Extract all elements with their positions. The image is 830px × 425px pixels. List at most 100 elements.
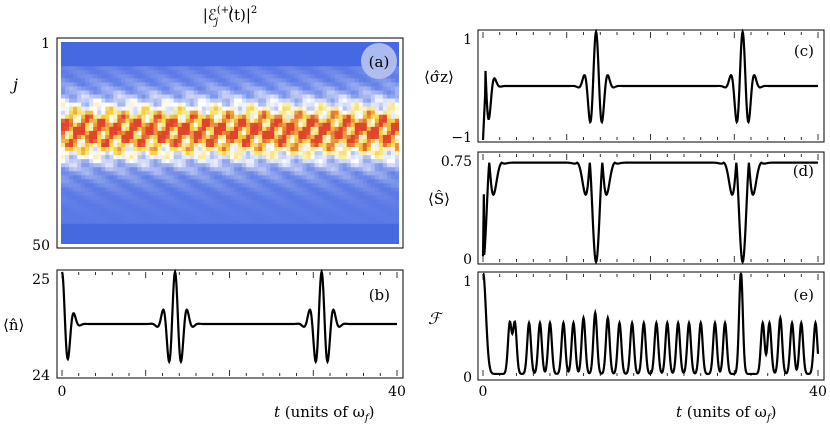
heatmap-cell [153, 86, 159, 92]
heatmap-cell [117, 171, 122, 176]
heatmap-cell [117, 122, 122, 128]
panel-c-series-line [481, 28, 818, 141]
heatmap-cell [149, 219, 155, 225]
heatmap-cell [117, 231, 122, 237]
heatmap-cell [310, 46, 316, 51]
heatmap-cell [366, 231, 372, 237]
heatmap-cell [270, 183, 275, 189]
heatmap-cell [121, 163, 126, 168]
heatmap-cell [270, 98, 275, 104]
heatmap-cell [342, 86, 348, 92]
heatmap-cell [193, 62, 199, 67]
heatmap-cell [81, 215, 86, 221]
heatmap-cell [322, 235, 328, 241]
heatmap-cell [286, 239, 291, 244]
heatmap-cell [109, 227, 114, 233]
heatmap-cell [278, 159, 283, 164]
heatmap-cell [61, 171, 66, 176]
heatmap-cell [390, 171, 396, 176]
heatmap-cell [334, 151, 340, 156]
heatmap-cell [238, 215, 243, 221]
heatmap-cell [221, 58, 227, 63]
heatmap-cell [326, 195, 332, 201]
heatmap-cell [378, 155, 384, 160]
heatmap-cell [334, 62, 340, 67]
heatmap-cell [213, 199, 219, 205]
heatmap-cell [205, 54, 211, 59]
heatmap-cell [93, 74, 98, 79]
heatmap-cell [177, 239, 183, 244]
heatmap-cell [278, 94, 283, 100]
heatmap-cell [362, 102, 368, 108]
heatmap-cell [153, 159, 159, 164]
heatmap-cell [69, 90, 74, 96]
heatmap-cell [105, 94, 110, 100]
heatmap-cell [165, 90, 171, 96]
heatmap-cell [278, 207, 283, 213]
heatmap-cell [302, 102, 308, 108]
heatmap-cell [173, 50, 179, 55]
heatmap-cell [201, 235, 207, 241]
heatmap-cell [193, 151, 199, 156]
heatmap-cell [338, 70, 344, 75]
heatmap-cell [294, 199, 299, 205]
heatmap-cell [358, 215, 364, 221]
heatmap-cell [141, 110, 147, 116]
heatmap-cell [282, 86, 287, 92]
heatmap-cell [342, 102, 348, 108]
heatmap-cell [350, 118, 356, 124]
heatmap-cell [93, 122, 98, 128]
heatmap-cell [330, 102, 336, 108]
heatmap-cell [153, 171, 159, 176]
heatmap-cell [374, 163, 380, 168]
heatmap-cell [97, 114, 102, 120]
heatmap-cell [81, 159, 86, 164]
heatmap-cell [209, 143, 215, 148]
heatmap-cell [169, 231, 175, 237]
heatmap-cell [217, 134, 223, 140]
heatmap-cell [390, 118, 396, 124]
heatmap-cell [378, 122, 384, 128]
heatmap-cell [137, 195, 143, 201]
heatmap-cell [322, 138, 328, 144]
heatmap-cell [342, 122, 348, 128]
heatmap-cell [85, 151, 90, 156]
heatmap-cell [358, 207, 364, 213]
heatmap-cell [230, 94, 235, 100]
heatmap-cell [157, 223, 163, 229]
heatmap-cell [362, 147, 368, 152]
heatmap-cell [213, 171, 219, 176]
heatmap-cell [242, 70, 247, 75]
heatmap-cell [97, 134, 102, 140]
heatmap-cell [394, 219, 399, 225]
heatmap-cell [81, 175, 86, 180]
heatmap-cell [382, 179, 388, 184]
heatmap-cell [234, 195, 239, 201]
heatmap-cell [250, 215, 255, 221]
heatmap-cell [145, 227, 151, 233]
heatmap-cell [330, 94, 336, 100]
heatmap-cell [217, 223, 223, 229]
heatmap-cell [89, 134, 94, 140]
heatmap-cell [109, 126, 114, 132]
heatmap-cell [205, 223, 211, 229]
heatmap-cell [258, 102, 263, 108]
heatmap-cell [177, 98, 183, 104]
heatmap-cell [213, 118, 219, 124]
heatmap-cell [274, 143, 279, 148]
heatmap-cell [278, 183, 283, 189]
heatmap-cell [105, 114, 110, 120]
heatmap-cell [205, 167, 211, 172]
heatmap-cell [338, 126, 344, 132]
heatmap-cell [234, 98, 239, 104]
heatmap-cell [242, 98, 247, 104]
heatmap-cell [290, 159, 295, 164]
heatmap-cell [117, 227, 122, 233]
heatmap-cell [109, 74, 114, 79]
heatmap-cell [113, 42, 118, 47]
heatmap-cell [374, 78, 380, 83]
heatmap-cell [193, 239, 199, 244]
heatmap-cell [258, 106, 263, 112]
heatmap-cell [246, 62, 251, 67]
heatmap-cell [230, 147, 235, 152]
